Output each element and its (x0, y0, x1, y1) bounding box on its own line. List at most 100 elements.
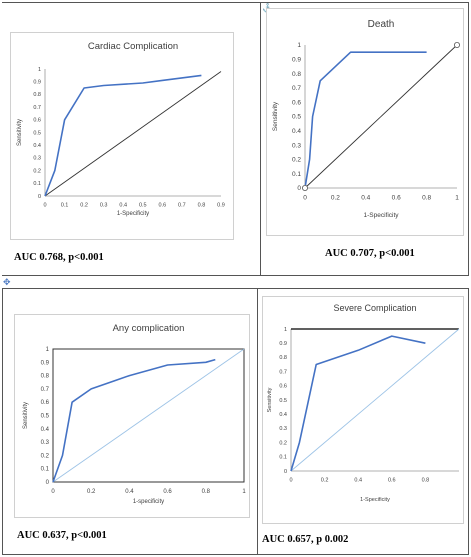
any-y-tick-label: 0.7 (41, 387, 50, 393)
any-y-tick-label: 0 (46, 480, 50, 486)
cardiac-x-tick-label: 0.4 (119, 203, 127, 209)
any-x-tick-label: 0 (51, 489, 55, 495)
severe-complication-chart-plot: Severe Complication 0 0.2 0.4 0.6 0.8 0 0.1 0.2 0… (267, 303, 460, 503)
death-x-axis-label: 1-Specificity (363, 212, 399, 219)
any-x-tick-label: 0.2 (87, 489, 96, 495)
cardiac-y-tick-label: 0.3 (33, 156, 41, 162)
death-y-axis-label: Sensitivity (272, 101, 279, 131)
cardiac-y-tick-label: 0.9 (33, 80, 41, 86)
any-y-tick-label: 0.4 (41, 427, 50, 433)
cardiac-x-tick-label: 0.6 (159, 203, 167, 209)
severe-y-tick-label: 0.8 (279, 355, 287, 361)
any-reference-line (52, 348, 245, 483)
death-chart-plot: Death 0 0.2 0.4 0.6 0.8 1 0 0.1 0.2 0.3 0.4 0.5 0.6 0.… (272, 19, 460, 219)
severe-title: Severe Complication (333, 303, 416, 313)
table-border-vertical-bottom (257, 288, 258, 555)
death-x-tick-label: 0.2 (331, 195, 340, 202)
cardiac-x-axis-label: 1-Specificity (117, 211, 149, 217)
cardiac-title: Cardiac Complication (88, 41, 178, 52)
death-roc-curve (304, 51, 427, 189)
severe-x-tick-label: 0 (289, 478, 292, 484)
cardiac-reference-line (44, 71, 222, 197)
table-move-handle-icon[interactable]: ✥ (3, 277, 11, 287)
any-plot-box (52, 348, 245, 483)
any-title: Any complication (113, 323, 185, 334)
cardiac-y-tick-label: 0.5 (33, 130, 41, 136)
severe-roc-curve (290, 335, 426, 472)
death-title: Death (368, 19, 395, 30)
death-y-tick-label: 0.6 (292, 99, 301, 106)
cardiac-chart: Cardiac Complication 0 0.1 0.2 0.3 0.4 0.5 0.6 0… (10, 32, 234, 240)
severe-y-tick-label: 0.9 (279, 341, 287, 347)
death-y-tick-label: 0.8 (292, 71, 301, 78)
cardiac-roc-curve (44, 74, 202, 197)
severe-y-tick-label: 0.4 (279, 412, 287, 418)
death-y-tick-label: 0.3 (292, 142, 301, 149)
death-y-tick-label: 0.7 (292, 85, 301, 92)
death-x-tick-label: 1 (455, 195, 459, 202)
cardiac-x-tick-label: 0.1 (61, 203, 69, 209)
any-x-tick-label: 0.4 (125, 489, 134, 495)
severe-reference-line (290, 328, 460, 472)
table-border-right-bottom (468, 288, 469, 555)
death-y-tick-label: 0.5 (292, 114, 301, 121)
cardiac-y-tick-label: 0 (38, 194, 41, 200)
death-y-tick-label: 0.9 (292, 56, 301, 63)
table-border-vertical-top (260, 2, 261, 275)
any-x-tick-label: 0.8 (202, 489, 211, 495)
cardiac-y-tick-label: 0.8 (33, 92, 41, 98)
severe-y-tick-label: 0.2 (279, 440, 287, 446)
severe-y-tick-label: 0.6 (279, 384, 287, 390)
death-chart: Death 0 0.2 0.4 0.6 0.8 1 0 0.1 0.2 0.3 0.4 0.5 0.6 0.… (266, 8, 464, 236)
severe-x-axis-label: 1-Specificity (360, 497, 390, 503)
cardiac-x-tick-label: 0.2 (80, 203, 88, 209)
cardiac-x-tick-label: 0.8 (198, 203, 206, 209)
any-y-tick-label: 0.6 (41, 400, 50, 406)
cardiac-y-tick-label: 0.2 (33, 168, 41, 174)
any-y-tick-label: 0.2 (41, 453, 50, 459)
death-endpoint-marker (302, 184, 309, 191)
any-roc-curve (52, 358, 216, 483)
severe-y-tick-label: 0.5 (279, 398, 287, 404)
severe-y-tick-label: 1 (284, 327, 287, 333)
table-border-bottom (2, 554, 469, 555)
cardiac-y-tick-label: 0.6 (33, 118, 41, 124)
severe-y-axis-label: Sensitivity (267, 387, 273, 412)
cardiac-y-tick-label: 0.4 (33, 143, 41, 149)
any-y-tick-label: 1 (46, 347, 50, 353)
any-x-axis-label: 1-specificity (133, 499, 164, 505)
table-border-second-top (2, 288, 469, 289)
table-border-right-top (468, 2, 469, 275)
death-auc-caption: AUC 0.707, p<0.001 (325, 248, 415, 259)
death-x-tick-label: 0.6 (392, 195, 401, 202)
death-x-tick-label: 0.8 (422, 195, 431, 202)
severe-x-tick-label: 0.8 (422, 478, 430, 484)
cardiac-y-tick-label: 0.7 (33, 105, 41, 111)
death-y-tick-label: 0 (297, 185, 301, 192)
severe-x-tick-label: 0.2 (321, 478, 329, 484)
any-y-tick-label: 0.8 (41, 374, 50, 380)
cardiac-x-tick-label: 0.3 (100, 203, 108, 209)
severe-x-tick-label: 0.4 (354, 478, 362, 484)
any-complication-auc-caption: AUC 0.637, p<0.001 (17, 530, 107, 541)
cardiac-x-tick-label: 0.7 (178, 203, 186, 209)
any-y-axis-label: Sensitivity (23, 402, 29, 429)
death-endpoint-marker (453, 42, 460, 49)
table-border-left-bottom (2, 288, 3, 555)
severe-x-tick-label: 0.6 (388, 478, 396, 484)
cardiac-auc-caption: AUC 0.768, p<0.001 (14, 252, 104, 263)
any-complication-chart: Any complication 0 0.2 0.4 0.6 0.8 1 0 0.1 0.2 0.3… (14, 314, 250, 518)
cardiac-chart-plot: Cardiac Complication 0 0.1 0.2 0.3 0.4 0.5 0.6 0… (17, 41, 225, 217)
table-border-top (2, 2, 469, 3)
cardiac-y-axis-label: Sensitivity (17, 119, 23, 146)
death-y-tick-label: 0.4 (292, 128, 301, 135)
cardiac-x-tick-label: 0.9 (217, 203, 225, 209)
any-y-tick-label: 0.9 (41, 360, 50, 366)
death-x-tick-label: 0.4 (361, 195, 370, 202)
any-complication-chart-plot: Any complication 0 0.2 0.4 0.6 0.8 1 0 0.1 0.2 0.3… (23, 323, 246, 505)
any-y-tick-label: 0.3 (41, 440, 50, 446)
severe-y-tick-label: 0.3 (279, 426, 287, 432)
any-x-tick-label: 0.6 (163, 489, 172, 495)
death-reference-line (304, 44, 458, 189)
severe-y-tick-label: 0 (284, 469, 287, 475)
